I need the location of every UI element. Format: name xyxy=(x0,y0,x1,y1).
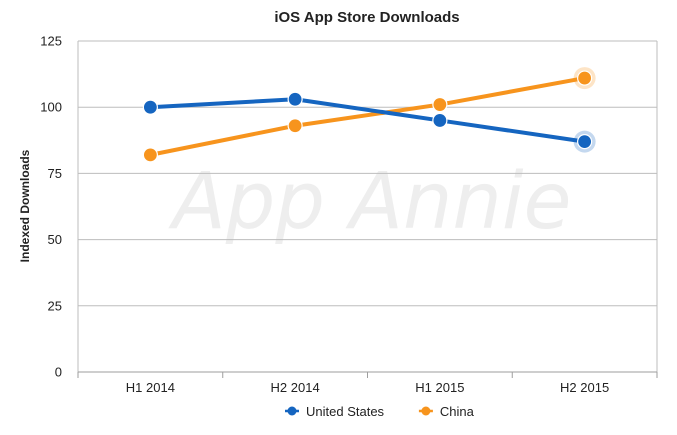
legend-swatch-dot xyxy=(287,406,297,416)
legend-label[interactable]: China xyxy=(440,404,475,419)
data-point[interactable] xyxy=(432,96,448,113)
x-tick-label: H1 2014 xyxy=(126,380,175,395)
x-tick-label: H1 2015 xyxy=(415,380,464,395)
data-point[interactable] xyxy=(577,70,593,86)
legend: United States China xyxy=(285,404,475,419)
y-tick-label: 0 xyxy=(55,365,62,380)
y-tick-label: 75 xyxy=(48,166,62,181)
series-line xyxy=(148,76,587,157)
data-point[interactable] xyxy=(142,147,158,163)
data-point[interactable] xyxy=(287,91,303,107)
y-tick-label: 25 xyxy=(48,298,62,313)
chart-title: iOS App Store Downloads xyxy=(274,9,459,26)
axes: 0 25 50 75 100 125 H1 2014 H2 2014 H1 2015 H2 201… xyxy=(40,34,658,395)
data-point[interactable] xyxy=(577,134,593,150)
data-point[interactable] xyxy=(432,112,448,129)
data-point[interactable] xyxy=(287,118,303,134)
y-tick-label: 125 xyxy=(40,34,62,49)
legend-label[interactable]: United States xyxy=(306,404,385,419)
x-tick-label: H2 2015 xyxy=(560,380,609,395)
x-tick-label: H2 2014 xyxy=(271,380,320,395)
series-line xyxy=(148,97,587,144)
y-tick-label: 100 xyxy=(40,100,62,115)
y-axis-label: Indexed Downloads xyxy=(18,149,32,262)
data-point[interactable] xyxy=(142,99,158,115)
series xyxy=(142,67,596,163)
legend-swatch-dot xyxy=(421,406,431,416)
y-tick-label: 50 xyxy=(48,232,62,247)
watermark: App Annie xyxy=(167,157,571,247)
